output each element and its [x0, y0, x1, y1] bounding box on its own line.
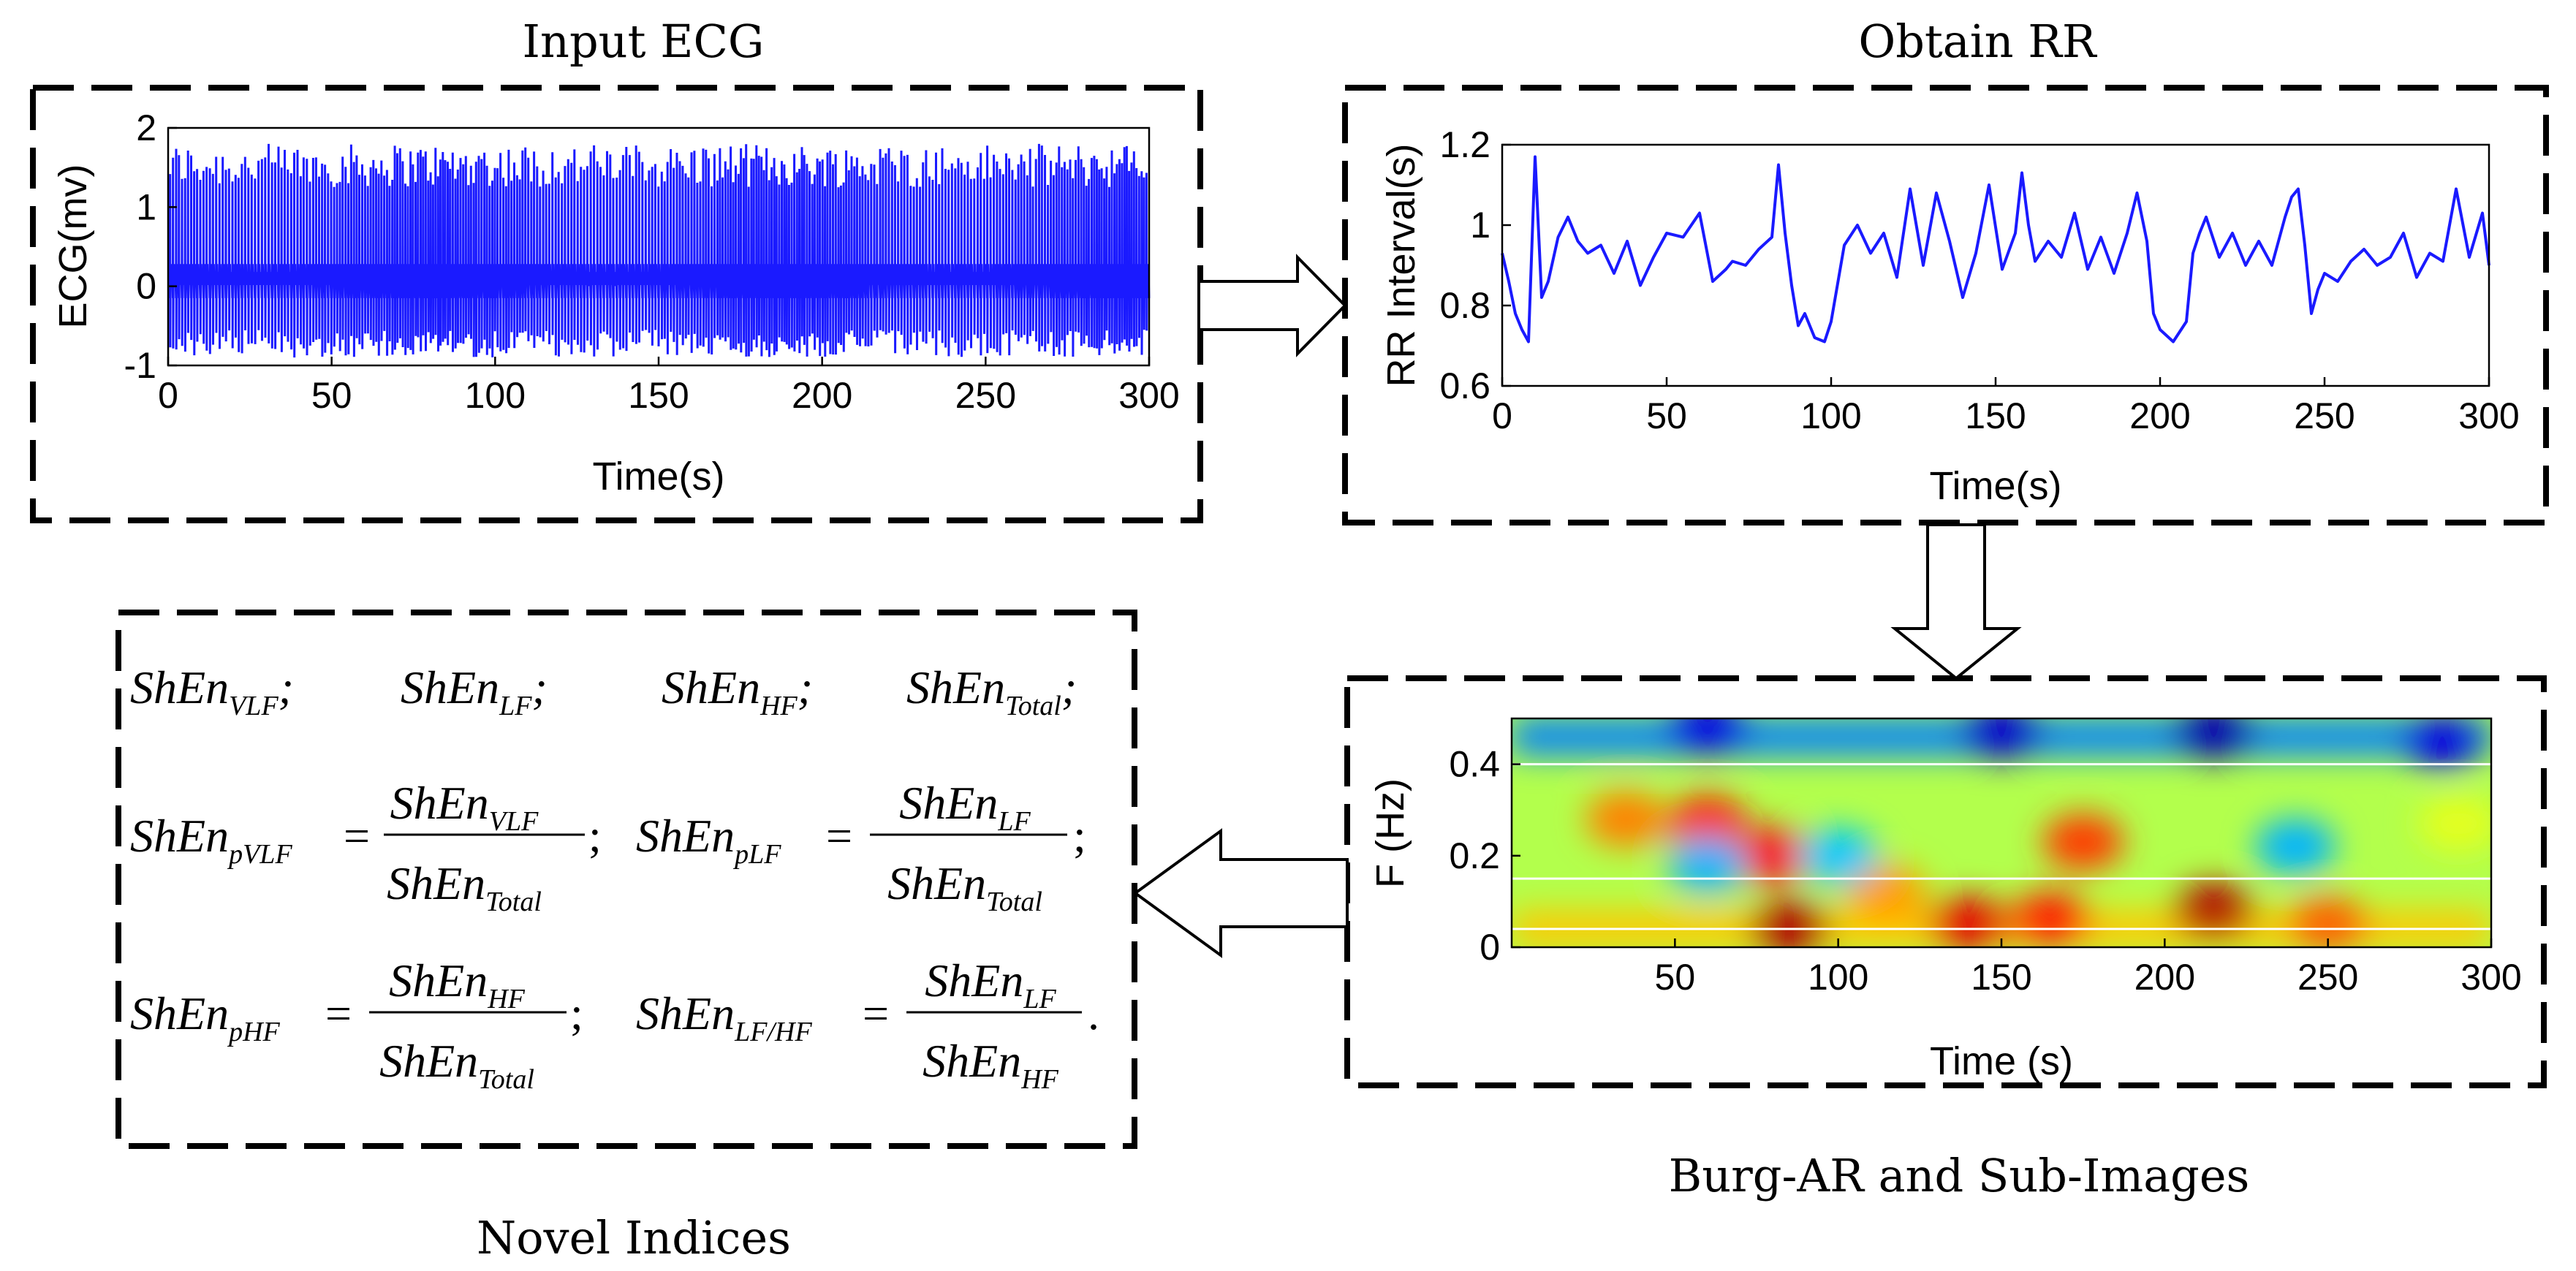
spectrogram-x-axis-label: Time (s): [1930, 1039, 2073, 1083]
ecg-x-tick-label: 300: [1118, 375, 1179, 416]
rr-chart: 0 50 100 150 200 250 300 0.6 0.8 1 1.2 Time(s) RR…: [1379, 124, 2520, 508]
spectrogram-blob: [1797, 827, 1879, 884]
spectrogram-x-tick-label: 200: [2134, 957, 2195, 998]
rr-y-tick-label: 1: [1470, 205, 1490, 246]
spectrogram-blob: [1667, 718, 1748, 756]
ecg-x-tick-label: 250: [955, 375, 1016, 416]
spectrogram-blob: [2173, 718, 2254, 760]
spectrogram-x-tick-label: 300: [2461, 957, 2521, 998]
spectrogram-blob: [1961, 718, 2042, 760]
index-shen-phf-lhs: ShEnpHF: [130, 987, 281, 1047]
ecg-x-tick-label: 100: [465, 375, 526, 416]
spectrogram-y-tick-label: 0.2: [1449, 835, 1500, 876]
index-shen-total: ShEnTotal;: [906, 661, 1077, 721]
rr-y-axis-label: RR Interval(s): [1379, 143, 1423, 387]
spectrogram-y-axis-label: F (Hz): [1368, 778, 1412, 888]
ecg-y-tick-label: -1: [124, 345, 156, 386]
spectrogram-x-tick-label: 100: [1808, 957, 1868, 998]
arrow-right-icon: [1197, 254, 1347, 357]
index-shen-phf-denominator: ShEnTotal: [379, 1035, 534, 1095]
equals-sign: =: [826, 810, 852, 862]
index-shen-plf-lhs: ShEnpLF: [636, 810, 781, 870]
rr-x-axis-label: Time(s): [1930, 464, 2062, 508]
spectrogram-blob: [2402, 718, 2482, 770]
separator: ;: [1073, 810, 1086, 862]
rr-x-tick-label: 200: [2129, 395, 2190, 436]
index-shen-vlf: ShEnVLF;: [130, 661, 294, 721]
spectrogram-blob: [1732, 827, 1814, 884]
spectrogram-blob: [1586, 791, 1667, 847]
spectrogram-y-tick-label: 0: [1480, 927, 1500, 968]
spectrogram-blob: [2173, 882, 2254, 938]
separator: ;: [570, 987, 583, 1039]
index-shen-phf-numerator: ShEnHF: [389, 955, 526, 1014]
novel-indices-box: [115, 610, 1137, 1149]
spectrogram-blob: [2010, 892, 2091, 947]
index-shen-plf-denominator: ShEnTotal: [887, 857, 1042, 917]
rr-y-tick-label: 1.2: [1439, 124, 1490, 165]
index-shen-pvlf-denominator: ShEnTotal: [387, 857, 542, 917]
spectrogram-blob: [2042, 814, 2124, 870]
rr-x-tick-label: 100: [1800, 395, 1861, 436]
index-shen-pvlf-numerator: ShEnVLF: [390, 777, 539, 837]
ecg-signal-line: [167, 143, 1151, 358]
rr-x-tick-label: 50: [1646, 395, 1687, 436]
rr-x-tick-label: 250: [2294, 395, 2355, 436]
title-obtain-rr: Obtain RR: [1858, 15, 2098, 68]
index-shen-hf: ShEnHF;: [662, 661, 813, 721]
index-shen-pvlf-lhs: ShEnpVLF: [130, 810, 292, 870]
spectrogram-blob: [2287, 896, 2368, 947]
index-shen-lf: ShEnLF;: [401, 661, 548, 721]
spectrogram-x-tick-label: 50: [1655, 957, 1696, 998]
ecg-x-tick-label: 200: [792, 375, 852, 416]
equals-sign: =: [344, 810, 370, 862]
spectrogram-chart: 50 100 150 200 250 300 0 0.2 0.4 Time (s) F (Hz…: [1368, 717, 2522, 1083]
ecg-y-tick-label: 1: [136, 186, 156, 227]
index-shen-lfhf-lhs: ShEnLF/HF: [636, 987, 812, 1047]
spectrogram-x-tick-label: 150: [1971, 957, 2031, 998]
spectrogram-blob: [1928, 896, 2009, 947]
ecg-x-tick-label: 50: [311, 375, 352, 416]
rr-y-tick-label: 0.8: [1439, 285, 1490, 326]
rr-x-tick-label: 0: [1492, 395, 1512, 436]
spectrogram-blob: [2255, 819, 2336, 875]
spectrogram-y-tick-label: 0.4: [1449, 744, 1500, 785]
arrow-left-icon: [1132, 828, 1349, 958]
ecg-x-tick-label: 150: [628, 375, 689, 416]
spectrogram-blob: [2418, 795, 2491, 851]
title-novel-indices: Novel Indices: [477, 1211, 791, 1264]
ecg-y-tick-label: 2: [136, 107, 156, 148]
ecg-x-axis-label: Time(s): [593, 455, 725, 498]
ecg-y-axis-label: ECG(mv): [51, 164, 95, 329]
spectrogram-blob: [1667, 837, 1748, 893]
obtain-rr-box: [1342, 85, 2549, 526]
equals-sign: =: [325, 987, 352, 1039]
title-input-ecg: Input ECG: [523, 15, 765, 68]
index-shen-plf-numerator: ShEnLF: [899, 777, 1031, 837]
ecg-y-tick-label: 0: [136, 266, 156, 307]
rr-interval-line: [1501, 155, 2490, 344]
rr-y-tick-label: 0.6: [1439, 365, 1490, 406]
spectrogram-blob: [1749, 900, 1830, 947]
title-burg-ar: Burg-AR and Sub-Images: [1669, 1149, 2250, 1202]
spectrogram-blob: [1667, 795, 1748, 851]
index-shen-lfhf-denominator: ShEnHF: [923, 1035, 1059, 1095]
ecg-x-tick-label: 0: [158, 375, 178, 416]
novel-indices-formulas: ShEnVLF; ShEnLF; ShEnHF; ShEnTotal; ShEn…: [130, 661, 1099, 1095]
separator: .: [1088, 987, 1099, 1039]
separator: ;: [588, 810, 602, 862]
rr-x-tick-label: 150: [1965, 395, 2026, 436]
index-shen-lfhf-numerator: ShEnLF: [925, 955, 1056, 1014]
equals-sign: =: [863, 987, 889, 1039]
rr-x-tick-label: 300: [2458, 395, 2519, 436]
spectrogram-x-tick-label: 250: [2297, 957, 2358, 998]
arrow-down-icon: [1890, 523, 2022, 680]
